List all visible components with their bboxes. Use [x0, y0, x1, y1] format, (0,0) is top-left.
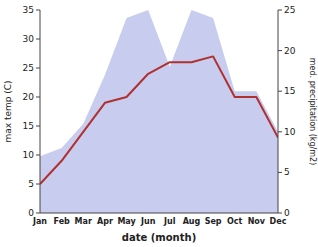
y2-tick: [278, 213, 282, 214]
x-tick-label: Dec: [270, 217, 287, 226]
y2-tick: [278, 131, 282, 132]
y-tick: [36, 39, 40, 40]
y-tick: [36, 155, 40, 156]
x-tick-label: Nov: [248, 217, 266, 226]
y-tick: [36, 213, 40, 214]
y-tick-label: 0: [28, 208, 34, 218]
y-tick-label: 30: [23, 34, 35, 44]
plot-area: [40, 10, 278, 213]
y2-tick-label: 25: [284, 5, 295, 15]
y2-tick-label: 5: [284, 167, 290, 177]
x-tick-label: May: [117, 217, 136, 226]
y-tick-label: 20: [23, 92, 35, 102]
x-tick-label: Jul: [163, 217, 176, 226]
temp-line: [40, 56, 278, 184]
x-tick-label: Jan: [32, 217, 47, 226]
x-tick-label: Mar: [75, 217, 92, 226]
y-tick-label: 25: [23, 63, 34, 73]
y2-tick-label: 10: [284, 127, 296, 137]
y2-tick-label: 15: [284, 86, 295, 96]
y2-tick-label: 20: [284, 46, 296, 56]
y2-axis-label: med. precipitation (kg/m2): [308, 58, 317, 165]
x-tick-label: Feb: [53, 217, 70, 226]
y2-tick: [278, 50, 282, 51]
x-axis-label: date (month): [122, 232, 196, 243]
y2-tick-label: 0: [284, 208, 290, 218]
y-tick-label: 10: [23, 150, 35, 160]
y2-tick: [278, 91, 282, 92]
chart: Jan Feb Mar Apr May Jun Jul Aug Sep Oct Nov Dec date…: [0, 0, 318, 247]
y-tick: [36, 97, 40, 98]
y-tick-label: 5: [28, 179, 34, 189]
y2-tick: [278, 10, 282, 11]
y-tick-label: 15: [23, 121, 34, 131]
y-tick: [36, 68, 40, 69]
y2-axis-line: [278, 10, 279, 213]
y-axis-label: max temp (C): [3, 80, 13, 142]
x-tick-label: Jun: [140, 217, 156, 226]
x-tick-label: Aug: [183, 217, 201, 226]
y-tick: [36, 184, 40, 185]
precip-area: [40, 10, 278, 213]
y-tick: [36, 126, 40, 127]
x-tick-label: Apr: [97, 217, 113, 226]
y-tick: [36, 10, 40, 11]
y-axis-line: [40, 10, 41, 213]
x-tick-label: Oct: [227, 217, 243, 226]
y2-tick: [278, 172, 282, 173]
y-tick-label: 35: [23, 5, 34, 15]
x-tick-label: Sep: [205, 217, 222, 226]
x-axis-line: [40, 213, 278, 214]
